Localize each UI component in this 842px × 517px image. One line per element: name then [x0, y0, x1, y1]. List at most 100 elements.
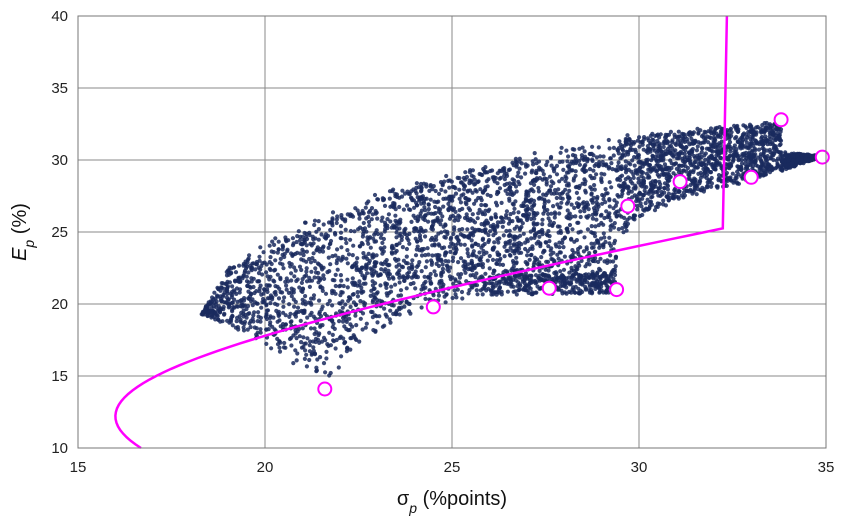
portfolio-point	[238, 319, 243, 324]
portfolio-point	[633, 150, 639, 155]
portfolio-point	[608, 253, 613, 258]
portfolio-point	[326, 245, 331, 250]
portfolio-point	[728, 175, 733, 180]
portfolio-point	[630, 195, 635, 200]
portfolio-point	[340, 254, 345, 259]
portfolio-point	[259, 305, 264, 310]
portfolio-point	[523, 171, 528, 176]
portfolio-point	[578, 214, 583, 220]
portfolio-point	[512, 206, 517, 211]
portfolio-point	[531, 228, 537, 233]
portfolio-point	[712, 157, 717, 162]
portfolio-point	[400, 188, 405, 193]
portfolio-point	[280, 247, 285, 252]
portfolio-point	[419, 253, 425, 258]
portfolio-point	[344, 256, 349, 261]
portfolio-point	[344, 349, 349, 354]
portfolio-point	[748, 156, 754, 162]
portfolio-point	[397, 305, 402, 310]
portfolio-point	[292, 274, 297, 279]
portfolio-point	[511, 163, 516, 168]
portfolio-point	[453, 209, 458, 214]
portfolio-point	[603, 187, 608, 192]
portfolio-point	[738, 146, 744, 151]
portfolio-point	[551, 220, 557, 226]
portfolio-point	[426, 275, 431, 280]
portfolio-point	[380, 262, 385, 267]
portfolio-point	[569, 202, 574, 207]
portfolio-point	[448, 277, 453, 282]
portfolio-point	[673, 141, 678, 146]
portfolio-point	[457, 196, 462, 201]
portfolio-point	[394, 242, 399, 247]
portfolio-point	[712, 135, 717, 140]
portfolio-point	[523, 196, 529, 201]
portfolio-point	[528, 181, 534, 186]
portfolio-point	[361, 300, 366, 305]
portfolio-point	[636, 192, 641, 197]
asset-marker	[620, 198, 636, 214]
portfolio-point	[389, 284, 394, 289]
portfolio-point	[450, 258, 455, 264]
portfolio-point	[251, 313, 256, 318]
portfolio-point	[413, 253, 419, 258]
portfolio-point	[544, 177, 549, 182]
portfolio-point	[316, 219, 321, 224]
portfolio-point	[644, 206, 649, 211]
portfolio-point	[716, 178, 721, 183]
portfolio-point	[504, 209, 509, 214]
portfolio-point	[507, 232, 512, 238]
portfolio-point	[601, 193, 607, 198]
portfolio-point	[762, 129, 768, 134]
portfolio-point	[543, 240, 548, 245]
portfolio-point	[573, 169, 578, 174]
portfolio-point	[354, 337, 359, 342]
portfolio-point	[598, 154, 603, 159]
portfolio-point	[355, 290, 360, 295]
portfolio-point	[496, 190, 501, 195]
portfolio-point	[594, 217, 599, 222]
portfolio-point	[532, 151, 537, 156]
portfolio-point	[302, 274, 307, 279]
portfolio-point	[661, 144, 666, 150]
portfolio-point	[237, 263, 242, 268]
portfolio-point	[648, 133, 654, 138]
portfolio-point	[611, 145, 617, 150]
portfolio-point	[529, 197, 534, 202]
portfolio-point	[268, 267, 273, 273]
portfolio-point	[432, 218, 438, 223]
portfolio-point	[633, 186, 638, 191]
portfolio-point	[546, 244, 551, 249]
portfolio-point	[430, 224, 435, 229]
portfolio-point	[433, 273, 438, 278]
portfolio-point	[275, 272, 280, 277]
portfolio-point	[586, 213, 591, 218]
portfolio-point	[451, 206, 457, 211]
portfolio-point	[467, 178, 472, 183]
portfolio-point	[557, 159, 562, 165]
portfolio-point	[637, 135, 642, 140]
portfolio-point	[529, 274, 534, 279]
portfolio-point	[564, 201, 570, 206]
portfolio-point	[228, 319, 233, 324]
portfolio-point	[328, 343, 333, 348]
y-axis-title: Ep (%)	[9, 203, 37, 261]
portfolio-point	[536, 189, 542, 194]
portfolio-point	[393, 250, 398, 255]
portfolio-point	[267, 283, 272, 288]
portfolio-point	[318, 323, 323, 328]
portfolio-point	[570, 153, 576, 158]
portfolio-point	[740, 152, 745, 157]
portfolio-point	[303, 348, 308, 353]
portfolio-point	[430, 243, 435, 248]
portfolio-point	[533, 157, 538, 162]
portfolio-point	[648, 141, 653, 146]
portfolio-point	[592, 249, 598, 255]
portfolio-point	[540, 217, 545, 222]
portfolio-point	[268, 320, 273, 325]
portfolio-point	[677, 189, 682, 194]
portfolio-point	[321, 265, 326, 270]
portfolio-point	[602, 279, 607, 284]
portfolio-point	[564, 148, 569, 153]
portfolio-point	[483, 227, 488, 232]
